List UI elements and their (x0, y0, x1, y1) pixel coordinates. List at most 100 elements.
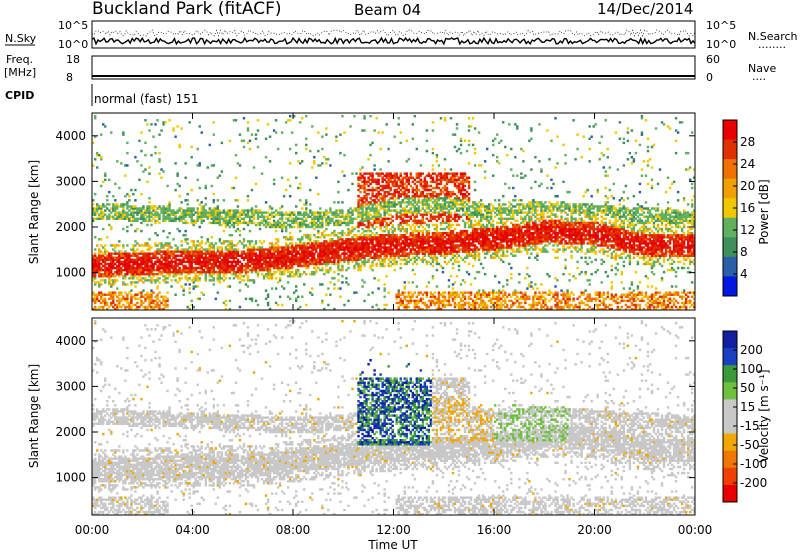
power-cell (383, 217, 386, 221)
power-cell (234, 199, 238, 202)
power-cell (130, 299, 133, 303)
power-cell (224, 272, 228, 276)
power-cell (415, 215, 419, 218)
power-cell (208, 209, 211, 212)
power-cell (347, 258, 350, 262)
power-cell (162, 213, 165, 216)
power-cell (190, 260, 193, 264)
power-cell (112, 297, 115, 301)
power-cell (305, 114, 308, 118)
power-cell (270, 287, 274, 290)
power-cell (411, 240, 414, 243)
power-cell (224, 260, 228, 264)
power-cell (164, 262, 167, 266)
power-cell (437, 262, 441, 266)
power-cell (118, 213, 121, 216)
power-cell (395, 213, 398, 216)
power-cell (359, 233, 362, 237)
power-cell (349, 248, 352, 251)
power-cell (405, 240, 408, 243)
power-cell (168, 275, 171, 278)
power-cell (439, 117, 443, 120)
power-cell (449, 180, 453, 184)
power-cell (369, 250, 372, 253)
nsearch-line (91, 29, 696, 37)
power-cell (313, 233, 316, 237)
power-cell (367, 211, 370, 214)
power-cell (439, 203, 443, 206)
power-cell (154, 151, 157, 155)
power-cell (100, 254, 103, 257)
power-cell (118, 258, 121, 262)
power-cell (405, 174, 408, 177)
power-cell (122, 260, 125, 264)
power-cell (431, 277, 435, 280)
power-cell (270, 252, 274, 255)
power-cell (274, 256, 278, 260)
power-cell (419, 172, 423, 175)
power-cell (365, 209, 368, 212)
power-cell (274, 250, 278, 253)
power-cell (138, 275, 141, 278)
power-cell (122, 133, 125, 136)
power-cell (132, 254, 135, 257)
beam-title: Beam 04 (354, 1, 421, 19)
power-cell (188, 211, 191, 214)
power-cell (116, 258, 119, 262)
power-cell (166, 213, 169, 216)
power-cell (419, 250, 423, 253)
power-cell (96, 260, 99, 264)
power-cell (447, 203, 451, 206)
power-cell (439, 250, 443, 253)
power-cell (276, 260, 280, 264)
power-cell (407, 199, 410, 202)
power-cell (200, 270, 203, 274)
power-cell (110, 252, 113, 255)
power-cell (282, 260, 286, 264)
power-cell (226, 215, 230, 218)
power-cell (138, 305, 141, 309)
power-cell (194, 260, 197, 264)
power-cell (106, 203, 109, 206)
power-cell (369, 207, 372, 210)
power-cell (399, 227, 402, 231)
power-cell (369, 153, 372, 157)
power-cell (349, 254, 352, 257)
power-cell (246, 121, 250, 124)
power-cell (262, 260, 266, 264)
power-cell (393, 262, 396, 266)
power-cell (377, 190, 380, 194)
power-cell (295, 250, 298, 253)
power-cell (347, 240, 350, 243)
power-cell (441, 238, 445, 241)
power-cell (104, 297, 107, 301)
power-cell (321, 268, 324, 272)
power-cell (433, 201, 437, 204)
power-cell (212, 250, 216, 253)
power-cell (363, 258, 366, 262)
power-cell (278, 254, 282, 257)
power-cell (329, 238, 332, 241)
power-cell (218, 209, 222, 212)
power-cell (345, 256, 348, 260)
power-cell (124, 250, 127, 253)
power-cell (242, 221, 246, 225)
power-cell (303, 244, 306, 247)
power-cell (405, 244, 408, 247)
power-cell (403, 238, 406, 241)
power-cell (347, 262, 350, 266)
power-cell (341, 275, 344, 278)
power-cell (112, 264, 115, 268)
power-cell (192, 207, 195, 210)
power-cell (417, 180, 421, 184)
power-cell (387, 242, 390, 245)
power-cell (148, 248, 151, 251)
power-cell (154, 303, 157, 307)
power-cell (134, 260, 137, 264)
power-cell (190, 248, 193, 251)
nave-tick-low: 0 (706, 71, 713, 84)
power-cell (198, 244, 201, 247)
power-cell (361, 242, 364, 245)
power-cell (423, 184, 427, 188)
power-cell (268, 270, 272, 274)
